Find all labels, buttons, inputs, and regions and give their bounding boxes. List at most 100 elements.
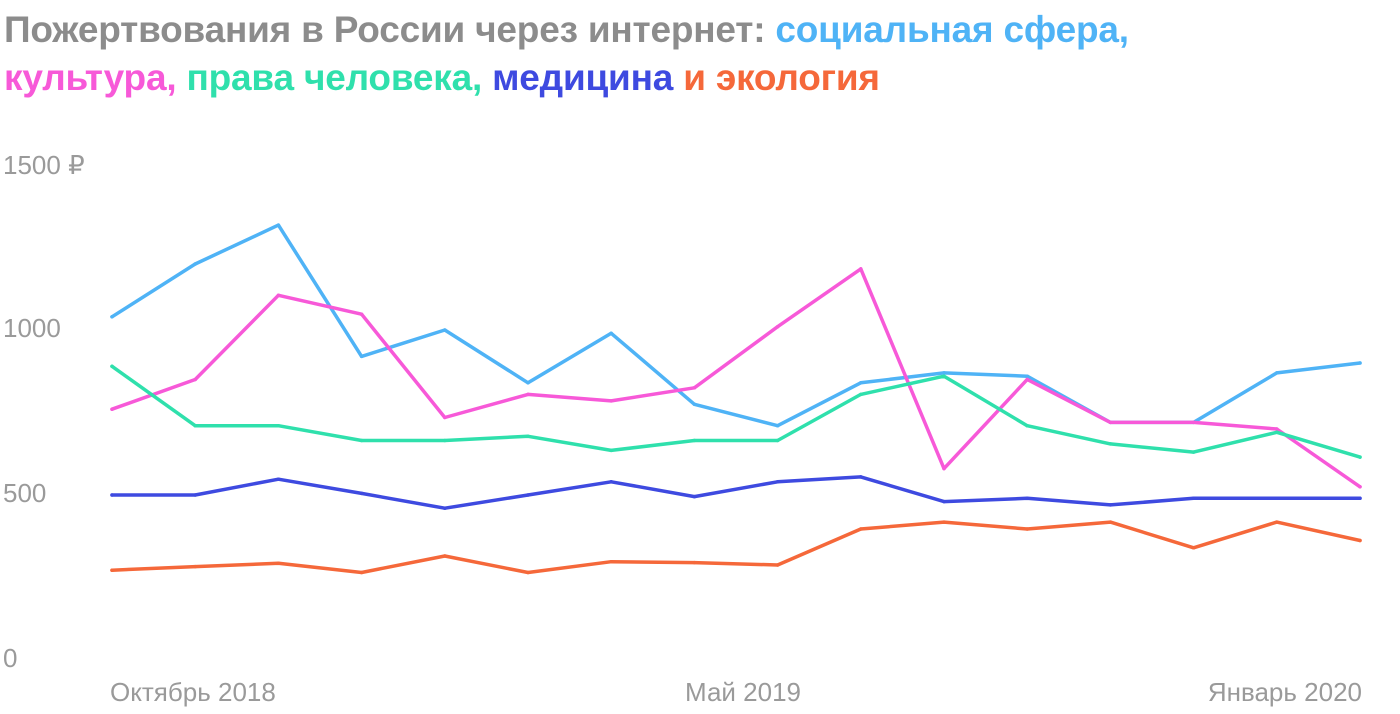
data-point [1275, 427, 1279, 431]
data-point [1025, 374, 1029, 378]
x-tick-label-jan-2020: Январь 2020 [1207, 677, 1362, 707]
data-point [1025, 496, 1029, 501]
series-line [110, 267, 1362, 489]
data-point [942, 499, 946, 504]
data-point [443, 438, 447, 443]
series-human-rights [110, 364, 1362, 459]
data-point [775, 423, 780, 428]
series-social [110, 223, 1362, 428]
title-ecology: экология [715, 57, 880, 98]
data-point [859, 475, 863, 479]
data-point [692, 494, 697, 499]
data-point [1191, 496, 1196, 501]
data-point [1191, 420, 1196, 425]
title-social: социальная сфера, [775, 9, 1129, 50]
data-point [276, 561, 281, 566]
data-point [443, 554, 447, 558]
data-point [859, 527, 863, 531]
data-point [1275, 496, 1279, 501]
data-point [1108, 503, 1113, 507]
data-point [276, 223, 281, 227]
data-point [609, 331, 613, 336]
data-point [443, 506, 447, 510]
data-point [1191, 546, 1196, 550]
series-ecology [110, 520, 1362, 575]
data-point [443, 328, 447, 332]
title-medicine: медицина [492, 57, 674, 98]
title-culture: культура, [4, 57, 177, 98]
data-point [609, 480, 613, 484]
data-point [1358, 455, 1362, 459]
title-human-rights: права человека, [186, 57, 483, 98]
series-culture [110, 267, 1362, 489]
y-tick-label-500: 500 [3, 478, 47, 508]
data-point [692, 386, 697, 390]
data-point [526, 434, 530, 439]
data-point [775, 563, 780, 567]
series-line [110, 475, 1362, 510]
data-point [1108, 442, 1113, 446]
data-point [359, 354, 364, 359]
data-point [1358, 361, 1362, 365]
data-point [942, 466, 946, 471]
title-and: и [683, 57, 706, 98]
data-point [110, 407, 114, 411]
data-point [110, 493, 114, 497]
y-tick-label-1500: 1500 ₽ [3, 150, 85, 180]
data-point [775, 324, 780, 329]
y-tick-label-0: 0 [3, 643, 18, 673]
data-point [1275, 371, 1279, 375]
data-point [276, 293, 281, 298]
series-line [110, 364, 1362, 459]
data-point [1025, 377, 1029, 382]
data-point [193, 377, 197, 382]
data-point [193, 564, 197, 569]
series-line [110, 223, 1362, 428]
data-point [1275, 520, 1279, 524]
series-line [110, 520, 1362, 575]
data-point [942, 371, 946, 375]
data-point [1025, 527, 1029, 531]
x-tick-label-oct-2018: Октябрь 2018 [110, 677, 276, 707]
data-point [359, 570, 364, 575]
data-point [110, 315, 114, 319]
data-point [775, 480, 780, 484]
data-point [1358, 485, 1362, 489]
data-point [1191, 450, 1196, 454]
title-prefix: Пожертвования в России через интернет: [4, 9, 776, 50]
data-point [692, 560, 697, 565]
data-point [110, 364, 114, 369]
data-point [359, 312, 364, 316]
series-medicine [110, 475, 1362, 510]
data-point [193, 262, 197, 266]
data-point [692, 438, 697, 443]
x-tick-label-may-2019: Май 2019 [685, 677, 801, 707]
chart-title: Пожертвования в России через интернет: с… [4, 6, 1394, 102]
data-point [443, 415, 447, 420]
data-point [692, 402, 697, 407]
data-point [609, 559, 613, 564]
data-point [526, 381, 530, 385]
data-point [1108, 420, 1113, 425]
data-point [193, 423, 197, 428]
data-point [1108, 520, 1113, 524]
data-point [609, 399, 613, 403]
data-point [276, 477, 281, 481]
data-point [1275, 430, 1279, 435]
data-point [859, 392, 863, 397]
data-point [859, 381, 863, 385]
data-point [1358, 496, 1362, 501]
data-point [1025, 423, 1029, 428]
data-point [859, 267, 863, 271]
data-point [942, 520, 946, 524]
data-point [359, 438, 364, 443]
data-point [526, 392, 530, 397]
data-point [193, 493, 197, 497]
data-point [526, 570, 530, 575]
data-point [942, 374, 946, 378]
data-point [1358, 538, 1362, 543]
data-point [526, 493, 530, 497]
data-point [276, 423, 281, 428]
y-tick-label-1000: 1000 [3, 313, 61, 343]
